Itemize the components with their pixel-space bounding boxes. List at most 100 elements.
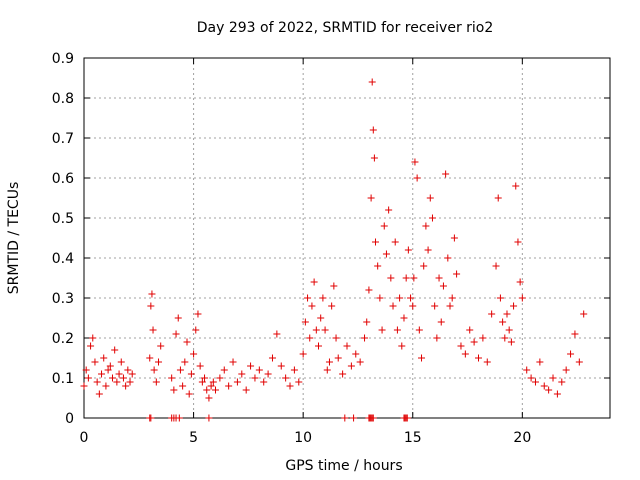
data-point [424,246,432,254]
plot-frame [83,57,611,419]
data-point [501,334,509,342]
data-point [108,374,116,382]
tick-layer: 0 0.1 0.2 0.3 0.4 0.5 0.6 0.7 0.8 0.9 0 5 10 15 20 [52,51,610,446]
data-point [488,310,496,318]
y-tick-label: 0.2 [52,331,74,347]
data-point [437,318,445,326]
data-point [418,354,426,362]
data-point [192,326,200,334]
data-point [433,334,441,342]
data-point [380,222,388,230]
data-point [402,274,410,282]
data-point [553,390,561,398]
data-point [494,194,502,202]
data-point [378,326,386,334]
data-point [229,358,237,366]
data-point [428,214,436,222]
data-point [286,382,294,390]
data-point [376,294,384,302]
data-point [212,386,219,394]
data-point [315,342,323,350]
data-point [119,374,127,382]
data-point [442,170,450,178]
data-point [410,274,418,282]
data-point [549,374,557,382]
data-point [356,358,364,366]
data-point [328,302,336,310]
data-point [483,358,491,366]
data-point [450,234,458,242]
data-point [365,286,373,294]
data-point [148,290,156,298]
y-tick-label: 0 [65,411,74,427]
data-point [185,390,193,398]
x-tick-label: 0 [80,430,89,446]
data-point [446,302,454,310]
data-point [334,354,342,362]
data-point [187,370,195,378]
data-point [207,382,215,390]
data-point [558,378,566,386]
data-point [273,330,281,338]
data-point [398,342,406,350]
data-point [128,370,136,378]
x-tick-label: 15 [404,430,422,446]
data-point [363,318,371,326]
data-point [389,302,397,310]
data-point [290,366,298,374]
y-tick-label: 0.8 [52,91,74,107]
data-point [98,370,106,378]
data-point [545,386,553,394]
data-point [562,366,570,374]
data-point [91,358,99,366]
data-point [147,414,155,422]
data-point [225,382,233,390]
data-point [175,414,183,422]
data-point [149,326,157,334]
data-point [268,354,276,362]
data-point [516,278,524,286]
x-tick-label: 10 [294,430,312,446]
data-point [391,238,399,246]
data-point [536,358,544,366]
data-point [150,366,158,374]
data-point [330,282,338,290]
data-point [415,326,423,334]
data-point [106,362,114,370]
data-point [507,338,515,346]
data-point [201,374,209,382]
data-point [82,366,90,374]
data-point [385,206,393,214]
data-point [341,414,349,422]
data-point [172,330,180,338]
data-point [277,362,285,370]
data-point [523,366,531,374]
data-point [439,282,447,290]
y-axis-label: SRMTID / TECUs [6,182,22,295]
data-point [403,414,411,422]
data-point [393,326,401,334]
data-point [87,342,95,350]
data-point [203,386,211,394]
grid-layer [84,58,610,418]
data-point [89,334,97,342]
data-point [117,358,125,366]
data-point [426,194,434,202]
y-tick-label: 0.4 [52,251,74,267]
data-point [404,246,412,254]
data-point [308,302,316,310]
x-axis-label: GPS time / hours [285,458,402,474]
data-point [170,386,178,394]
data-point [124,366,132,374]
data-point [514,238,522,246]
data-point [220,366,228,374]
data-point [470,338,478,346]
data-point [157,342,165,350]
x-tick-label: 5 [189,430,198,446]
data-point [575,358,583,366]
data-series-rio2 [80,78,588,422]
data-point [146,354,154,362]
data-point [339,370,347,378]
data-point [147,302,155,310]
